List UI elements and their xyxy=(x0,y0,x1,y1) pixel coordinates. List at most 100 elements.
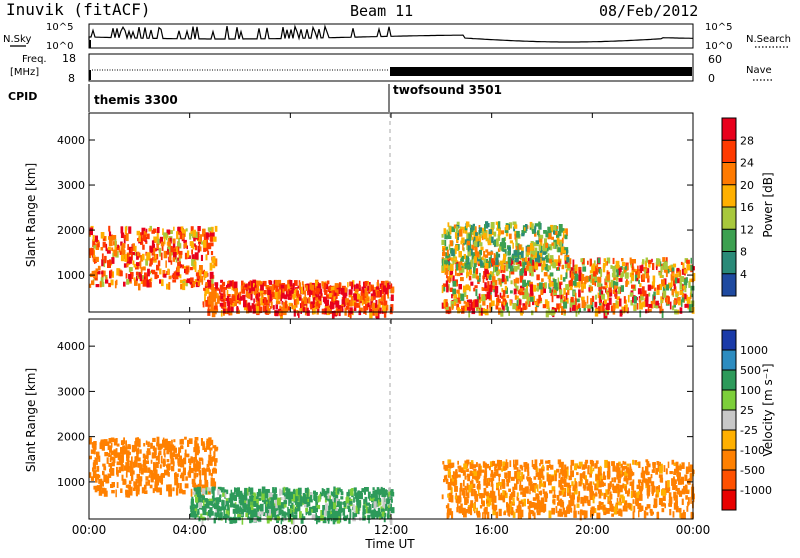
scatter-cell xyxy=(640,296,644,301)
scatter-cell xyxy=(168,254,172,261)
scatter-cell xyxy=(292,293,296,300)
scatter-cell xyxy=(448,306,452,314)
scatter-cell xyxy=(617,286,620,295)
scatter-cell xyxy=(557,510,561,517)
scatter-cell xyxy=(624,266,628,270)
scatter-cell xyxy=(217,489,220,496)
scatter-cell xyxy=(574,463,579,468)
scatter-cell xyxy=(535,287,538,291)
scatter-cell xyxy=(510,511,514,516)
scatter-cell xyxy=(596,474,601,482)
scatter-cell xyxy=(608,495,611,503)
scatter-cell xyxy=(113,449,118,457)
scatter-cell xyxy=(166,229,171,235)
scatter-cell xyxy=(500,309,504,317)
scatter-cell xyxy=(460,261,463,266)
scatter-cell xyxy=(179,483,182,490)
scatter-cell xyxy=(651,281,655,289)
scatter-cell xyxy=(137,447,140,455)
scatter-cell xyxy=(372,302,375,310)
scatter-cell xyxy=(478,259,481,264)
scatter-cell xyxy=(624,465,628,470)
scatter-cell xyxy=(267,308,271,314)
scatter-cell xyxy=(277,497,281,506)
scatter-cell xyxy=(675,461,679,470)
scatter-cell xyxy=(376,291,380,298)
scatter-cell xyxy=(499,483,502,490)
scatter-cell xyxy=(612,465,616,472)
scatter-cell xyxy=(514,295,517,300)
scatter-cell xyxy=(238,299,241,305)
scatter-cell xyxy=(639,265,643,274)
scatter-cell xyxy=(496,459,500,467)
colorbar-swatch xyxy=(722,450,736,471)
scatter-cell xyxy=(447,235,452,239)
scatter-cell xyxy=(251,303,255,309)
scatter-cell xyxy=(146,448,151,455)
scatter-cell xyxy=(251,500,254,508)
scatter-cell xyxy=(213,305,218,310)
scatter-cell xyxy=(625,299,627,304)
scatter-cell xyxy=(590,274,594,279)
scatter-cell xyxy=(550,289,553,297)
scatter-cell xyxy=(686,296,691,304)
scatter-cell xyxy=(565,294,568,300)
scatter-cell xyxy=(334,283,339,288)
scatter-cell xyxy=(288,290,292,297)
scatter-cell xyxy=(446,276,450,281)
scatter-cell xyxy=(101,253,104,260)
scatter-cell xyxy=(638,494,643,501)
scatter-cell xyxy=(447,493,450,498)
scatter-cell xyxy=(590,460,595,467)
scatter-cell xyxy=(668,265,672,272)
scatter-cell xyxy=(282,302,285,308)
scatter-cell xyxy=(509,460,512,467)
scatter-cell xyxy=(529,257,532,264)
scatter-cell xyxy=(306,498,311,507)
scatter-cell xyxy=(327,496,330,502)
scatter-cell xyxy=(324,289,328,295)
scatter-cell xyxy=(460,468,464,473)
scatter-cell xyxy=(670,279,673,288)
scatter-cell xyxy=(235,507,238,514)
scatter-cell xyxy=(499,460,502,467)
scatter-cell xyxy=(180,264,182,268)
scatter-cell xyxy=(609,290,613,297)
scatter-cell xyxy=(467,506,472,513)
scatter-cell xyxy=(595,491,597,496)
scatter-cell xyxy=(106,277,108,282)
scatter-cell xyxy=(357,491,362,498)
scatter-cell xyxy=(196,465,201,472)
scatter-cell xyxy=(473,236,476,241)
scatter-cell xyxy=(382,497,385,503)
scatter-cell xyxy=(361,299,364,306)
scatter-cell xyxy=(215,515,218,520)
scatter-cell xyxy=(547,253,550,259)
scatter-cell xyxy=(140,279,144,284)
scatter-cell xyxy=(674,273,679,278)
scatter-cell xyxy=(387,285,390,290)
scatter-cell xyxy=(323,287,326,293)
scatter-cell xyxy=(585,479,589,486)
scatter-cell xyxy=(467,473,471,482)
scatter-cell xyxy=(678,490,683,497)
scatter-cell xyxy=(564,467,569,474)
scatter-cell xyxy=(295,299,298,308)
scatter-cell xyxy=(635,462,640,466)
station-title: Inuvik (fitACF) xyxy=(6,0,151,19)
scatter-cell xyxy=(120,488,123,493)
scatter-cell xyxy=(323,297,327,304)
scatter-cell xyxy=(529,483,534,491)
scatter-cell xyxy=(563,491,567,497)
scatter-cell xyxy=(644,260,648,267)
scatter-cell xyxy=(476,251,480,258)
scatter-cell xyxy=(452,301,456,306)
scatter-cell xyxy=(556,495,560,501)
scatter-cell xyxy=(630,263,633,267)
scatter-cell xyxy=(597,505,600,511)
scatter-cell xyxy=(217,486,222,491)
scatter-cell xyxy=(128,484,130,491)
scatter-cell xyxy=(558,462,562,468)
scatter-cell xyxy=(144,490,148,494)
scatter-cell xyxy=(646,461,650,466)
